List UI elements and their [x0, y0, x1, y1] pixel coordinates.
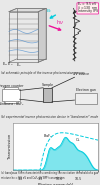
Text: h$\nu$: h$\nu$ [56, 18, 64, 26]
Text: E$_k$ = 9.5 eV: E$_k$ = 9.5 eV [77, 0, 98, 8]
X-axis label: Photon energy/eV: Photon energy/eV [38, 183, 73, 185]
Text: E$_0$: E$_0$ [16, 62, 21, 70]
Bar [2, 89, 20, 101]
Bar [43, 88, 52, 102]
Text: E$_F$, E$_V$: E$_F$, E$_V$ [2, 60, 14, 68]
Text: BaF$_2$: BaF$_2$ [43, 133, 53, 140]
Text: Electron gun: Electron gun [76, 88, 96, 92]
Text: O$_2$: O$_2$ [75, 136, 81, 144]
Text: $\lambda$ = 130 nm: $\lambda$ = 130 nm [77, 4, 98, 11]
Text: UV source: UV source [73, 72, 89, 76]
Text: (b) experimental inverse photoemission device in "bandometer" mode: (b) experimental inverse photoemission d… [1, 115, 98, 120]
Text: Window $\alpha$: BaF$_2$: Window $\alpha$: BaF$_2$ [0, 100, 25, 108]
Polygon shape [9, 8, 46, 12]
FancyBboxPatch shape [77, 3, 98, 14]
Text: (a) schematic principle of the inverse photoemission process: (a) schematic principle of the inverse p… [1, 71, 85, 75]
Text: (c) bandpass filter characteristics combining the excitation threshold of a gas : (c) bandpass filter characteristics comb… [1, 171, 98, 180]
Polygon shape [38, 8, 46, 62]
Text: Oxygen counter: Oxygen counter [0, 84, 24, 88]
Bar [74, 93, 97, 104]
Text: Intensity IPS: Intensity IPS [78, 9, 98, 13]
Bar [4, 87, 18, 103]
Text: Sample: Sample [42, 83, 54, 87]
Text: E$_k$: E$_k$ [46, 7, 52, 15]
Y-axis label: Transmission: Transmission [8, 134, 12, 159]
